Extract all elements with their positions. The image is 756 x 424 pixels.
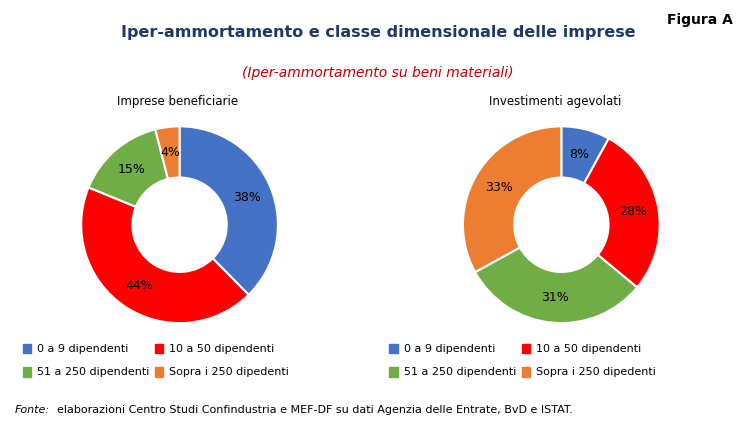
Wedge shape xyxy=(81,187,249,323)
Text: Fonte:: Fonte: xyxy=(15,404,50,415)
Text: 10 a 50 dipendenti: 10 a 50 dipendenti xyxy=(169,343,274,354)
Text: Sopra i 250 dipedenti: Sopra i 250 dipedenti xyxy=(169,367,290,377)
Wedge shape xyxy=(561,126,609,183)
Text: Sopra i 250 dipedenti: Sopra i 250 dipedenti xyxy=(536,367,656,377)
Wedge shape xyxy=(475,248,637,323)
Text: elaborazioni Centro Studi Confindustria e MEF-DF su dati Agenzia delle Entrate, : elaborazioni Centro Studi Confindustria … xyxy=(57,404,572,415)
Text: 15%: 15% xyxy=(118,163,146,176)
Text: Investimenti agevolati: Investimenti agevolati xyxy=(489,95,622,109)
Text: 4%: 4% xyxy=(160,146,181,159)
Text: 0 a 9 dipendenti: 0 a 9 dipendenti xyxy=(37,343,129,354)
Wedge shape xyxy=(463,126,562,272)
Text: 10 a 50 dipendenti: 10 a 50 dipendenti xyxy=(536,343,641,354)
Text: 38%: 38% xyxy=(233,191,261,204)
Text: 51 a 250 dipendenti: 51 a 250 dipendenti xyxy=(404,367,516,377)
Wedge shape xyxy=(155,126,180,179)
Wedge shape xyxy=(584,139,660,287)
Wedge shape xyxy=(179,126,278,295)
Text: (Iper-ammortamento su beni materiali): (Iper-ammortamento su beni materiali) xyxy=(242,66,514,80)
Text: 33%: 33% xyxy=(485,181,513,194)
Text: Imprese beneficiarie: Imprese beneficiarie xyxy=(117,95,238,109)
Text: 8%: 8% xyxy=(569,148,590,161)
Text: 28%: 28% xyxy=(619,205,647,218)
Text: Iper-ammortamento e classe dimensionale delle imprese: Iper-ammortamento e classe dimensionale … xyxy=(121,25,635,40)
Text: 44%: 44% xyxy=(125,279,153,292)
Text: 51 a 250 dipendenti: 51 a 250 dipendenti xyxy=(37,367,150,377)
Wedge shape xyxy=(88,129,168,207)
Text: 0 a 9 dipendenti: 0 a 9 dipendenti xyxy=(404,343,495,354)
Text: Figura A: Figura A xyxy=(668,13,733,27)
Text: 31%: 31% xyxy=(541,291,569,304)
